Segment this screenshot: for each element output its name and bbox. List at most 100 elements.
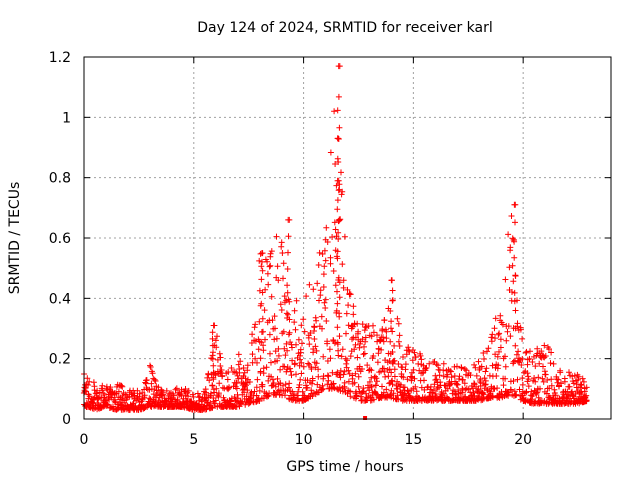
- data-point: [260, 370, 267, 377]
- data-point: [309, 375, 316, 382]
- data-point: [511, 254, 518, 261]
- data-point: [361, 350, 368, 357]
- data-point: [337, 367, 344, 374]
- x-tick-label: 15: [404, 432, 422, 448]
- y-tick-label: 0: [62, 412, 71, 428]
- data-point: [412, 354, 419, 361]
- data-point: [470, 389, 477, 396]
- data-point: [262, 336, 268, 343]
- data-point: [292, 326, 299, 333]
- data-point: [333, 182, 340, 189]
- data-point: [582, 394, 589, 400]
- data-point: [258, 329, 265, 335]
- data-points: [80, 63, 590, 420]
- data-point: [335, 177, 342, 184]
- data-point: [548, 382, 555, 389]
- data-point: [172, 386, 179, 393]
- data-point: [388, 325, 394, 332]
- data-point: [526, 355, 533, 362]
- data-point: [84, 375, 91, 382]
- data-point: [422, 365, 429, 372]
- data-point: [334, 107, 341, 114]
- data-point: [344, 357, 350, 364]
- data-point: [284, 282, 291, 289]
- data-point: [303, 293, 310, 300]
- data-point: [244, 362, 251, 369]
- data-point: [380, 389, 387, 396]
- data-point: [236, 403, 243, 410]
- data-point: [347, 393, 354, 400]
- data-point: [336, 186, 343, 193]
- data-point: [379, 327, 386, 334]
- data-point: [497, 336, 504, 343]
- data-point: [383, 328, 390, 335]
- y-tick-label: 1.2: [49, 50, 71, 66]
- x-tick-label: 5: [189, 432, 198, 448]
- data-point: [346, 290, 353, 297]
- data-point: [336, 333, 343, 340]
- data-point: [408, 377, 415, 384]
- data-point: [282, 352, 289, 359]
- data-point: [217, 363, 224, 369]
- data-point: [540, 363, 546, 370]
- data-point: [459, 389, 466, 396]
- data-point: [538, 348, 545, 355]
- data-point: [275, 277, 282, 284]
- data-point: [233, 380, 240, 387]
- chart-title: Day 124 of 2024, SRMTID for receiver kar…: [197, 20, 493, 36]
- data-point: [285, 331, 292, 338]
- data-point: [297, 376, 304, 383]
- data-point: [152, 378, 159, 384]
- data-point: [505, 231, 512, 238]
- data-point: [401, 384, 408, 391]
- x-tick-label: 0: [80, 432, 89, 448]
- data-point: [503, 337, 510, 344]
- data-point: [381, 317, 388, 324]
- data-point: [566, 383, 573, 390]
- data-point: [336, 372, 343, 378]
- data-point: [345, 302, 352, 309]
- data-point: [334, 288, 340, 295]
- data-point: [163, 387, 170, 394]
- data-point: [322, 305, 329, 311]
- data-point: [507, 386, 514, 393]
- data-point: [360, 351, 367, 358]
- data-point: [402, 366, 409, 373]
- data-point: [383, 335, 390, 342]
- data-point: [308, 387, 315, 394]
- data-point: [447, 381, 454, 388]
- data-point: [495, 362, 502, 369]
- data-point: [330, 268, 337, 274]
- data-point: [489, 394, 496, 401]
- data-point: [507, 333, 514, 340]
- data-point: [99, 382, 106, 389]
- data-point: [315, 366, 322, 373]
- data-point: [547, 360, 554, 367]
- data-point: [402, 361, 409, 368]
- data-point: [497, 312, 504, 319]
- data-point: [396, 343, 403, 349]
- data-point: [583, 398, 590, 404]
- data-point: [561, 375, 568, 382]
- data-point: [485, 345, 492, 352]
- data-point: [334, 255, 341, 262]
- data-point: [400, 374, 407, 381]
- data-point: [509, 289, 515, 295]
- data-point: [370, 329, 377, 336]
- data-point: [373, 375, 380, 382]
- data-point: [581, 388, 588, 395]
- y-tick-label: 0.2: [49, 352, 71, 368]
- data-point: [525, 373, 532, 380]
- data-point: [508, 213, 515, 219]
- data-point: [471, 361, 478, 368]
- data-point: [330, 380, 337, 387]
- data-point: [381, 368, 388, 375]
- data-point: [548, 349, 555, 356]
- data-point: [210, 369, 217, 376]
- data-point: [335, 352, 342, 359]
- data-point: [209, 356, 216, 362]
- data-point: [335, 236, 342, 242]
- data-point: [512, 272, 519, 279]
- data-point: [334, 206, 341, 213]
- data-point: [131, 390, 138, 397]
